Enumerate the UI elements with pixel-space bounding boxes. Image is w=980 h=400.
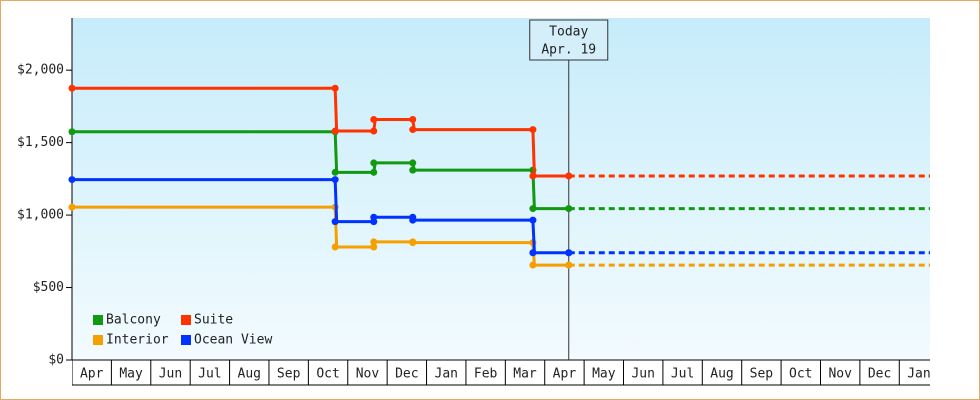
point [370,213,378,221]
price-step [333,179,339,222]
point [331,84,339,92]
legend-label: Balcony [106,313,161,328]
legend-label: Ocean View [194,333,272,348]
point [331,127,339,135]
point [370,115,378,123]
point [529,249,537,257]
point [370,159,378,167]
y-tick-label: $2,000 [17,63,64,78]
plot-area [72,18,930,360]
point [68,203,76,211]
x-tick-label: Feb [474,367,498,382]
today-title: Today [549,25,588,40]
point [370,168,378,176]
y-tick-label: $1,000 [17,208,64,223]
point [409,216,417,224]
point [565,249,573,257]
point [68,128,76,136]
point [331,218,339,226]
x-tick-label: Jul [671,367,694,382]
point [331,168,339,176]
x-tick-label: Oct [789,367,812,382]
price-step [333,131,339,173]
legend-swatch [181,335,191,345]
point [565,172,573,180]
x-tick-label: Aug [710,367,733,382]
x-tick-label: Aug [238,367,261,382]
x-tick-label: Apr [80,367,104,382]
x-tick-label: Sep [750,367,774,382]
legend-swatch [93,335,103,345]
x-tick-label: Jul [198,367,221,382]
point [409,159,417,167]
legend-swatch [93,315,103,325]
x-tick-label: Jan [435,367,458,382]
point [331,176,339,184]
point [529,172,537,180]
x-tick-label: Dec [868,367,891,382]
today-label: Apr. 19 [541,43,596,58]
point [68,176,76,184]
x-tick-label: Oct [316,367,339,382]
y-tick-label: $1,500 [17,135,64,150]
point [565,205,573,213]
x-tick-label: Apr [553,367,577,382]
point [409,115,417,123]
x-tick-label: Jun [159,367,182,382]
y-tick-label: $500 [33,280,64,295]
legend-swatch [181,315,191,325]
point [565,261,573,269]
x-tick-label: Sep [277,367,301,382]
legend-label: Interior [106,333,169,348]
point [370,243,378,251]
point [68,84,76,92]
point [331,243,339,251]
x-tick-label: Jan [907,367,930,382]
point [529,261,537,269]
price-step [531,220,536,253]
x-tick-label: Mar [513,367,537,382]
today-box [529,19,609,61]
x-tick-label: Dec [395,367,418,382]
x-tick-label: May [592,367,616,382]
point [370,238,378,246]
point [529,126,537,134]
point [529,216,537,224]
legend-label: Suite [194,313,233,328]
x-tick-label: Nov [356,367,380,382]
point [529,205,537,213]
x-tick-label: Nov [828,367,852,382]
price-step [531,129,536,177]
point [409,126,417,134]
point [409,166,417,174]
y-tick-label: $0 [48,353,64,368]
x-tick-label: Jun [631,367,654,382]
point [370,127,378,135]
price-step [333,88,339,132]
x-tick-label: May [119,367,143,382]
point [409,239,417,247]
